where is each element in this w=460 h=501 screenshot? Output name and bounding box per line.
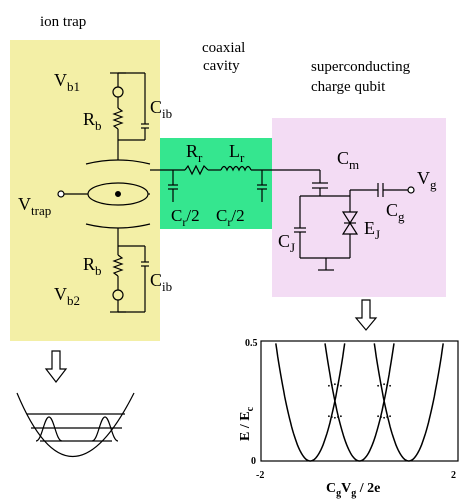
label-rr: Rr xyxy=(186,141,203,165)
y-tick-0.5: 0.5 xyxy=(245,338,258,349)
label-rb-top: Rb xyxy=(83,109,102,133)
parabola-series-2 xyxy=(324,343,395,462)
parabola-series-1 xyxy=(275,343,346,462)
label-cib-bottom: Cib xyxy=(150,270,172,294)
down-arrow-left-icon xyxy=(44,350,68,383)
anticrossing-dot xyxy=(389,415,391,418)
label-vg: Vg xyxy=(417,168,437,192)
anticrossing-dot xyxy=(386,416,388,418)
qubit-title-line2: charge qubit xyxy=(311,79,386,95)
x-tick-minus2: -2 xyxy=(256,470,264,481)
label-vtrap: Vtrap xyxy=(18,194,51,218)
energy-chart: 0.5 0 -2 2 E / Ec CgVg / 2e xyxy=(238,338,459,499)
anticrossing-dot xyxy=(377,415,379,418)
anticrossing-dot xyxy=(334,416,336,419)
x-tick-2: 2 xyxy=(451,470,456,481)
qubit-title-line1: superconducting xyxy=(311,59,411,75)
anticrossing-dot xyxy=(380,416,382,418)
chart-dots xyxy=(328,383,391,419)
resistor-rb-top-icon xyxy=(112,107,124,130)
anticrossing-dot xyxy=(380,384,382,386)
label-ej: EJ xyxy=(364,218,380,242)
label-cg: Cg xyxy=(386,200,405,224)
chart-frame xyxy=(260,340,459,462)
anticrossing-dot xyxy=(331,384,333,386)
label-cj: CJ xyxy=(278,231,295,255)
cavity-panel xyxy=(160,138,272,229)
wavepacket-left xyxy=(35,416,63,442)
anticrossing-dot xyxy=(386,384,388,386)
cavity-title: cavity xyxy=(203,58,240,74)
y-tick-0: 0 xyxy=(251,456,256,467)
anticrossing-dot xyxy=(328,415,330,418)
anticrossing-dot xyxy=(340,384,342,387)
wavepacket-right xyxy=(91,416,119,442)
label-vb1: Vb1 xyxy=(54,70,80,94)
anticrossing-dot xyxy=(337,416,339,418)
label-vb2: Vb2 xyxy=(54,284,80,308)
y-axis-label: E / Ec xyxy=(238,406,256,441)
label-cm: Cm xyxy=(337,148,359,172)
down-arrow-right-icon xyxy=(354,299,378,331)
ion-trap-panel xyxy=(10,40,160,341)
qubit-panel xyxy=(272,118,446,297)
vtrap-terminal-icon xyxy=(57,190,65,198)
ion-trap-circuit xyxy=(57,72,151,313)
ion-dot xyxy=(114,191,121,198)
label-cib-top: Cib xyxy=(150,97,172,121)
anticrossing-dot xyxy=(337,384,339,386)
coaxial-title: coaxial xyxy=(202,40,245,56)
inductor-lr-icon xyxy=(220,165,252,172)
anticrossing-dot xyxy=(383,416,385,419)
anticrossing-dot xyxy=(328,384,330,387)
anticrossing-dot xyxy=(377,384,379,387)
chart-curves xyxy=(275,343,444,462)
vg-terminal-icon xyxy=(407,186,415,194)
anticrossing-dot xyxy=(331,416,333,418)
anticrossing-dot xyxy=(340,415,342,418)
ion-trap-title: ion trap xyxy=(40,14,86,30)
label-rb-bottom: Rb xyxy=(83,254,102,278)
parabola-series-3 xyxy=(373,343,444,462)
label-cr2-right: Cr/2 xyxy=(216,206,245,229)
resistor-rb-bottom-icon xyxy=(112,254,124,277)
trap-potential-sketch xyxy=(16,392,135,458)
x-axis-label: CgVg / 2e xyxy=(326,481,380,499)
qubit-circuit xyxy=(294,170,415,271)
cavity-circuit xyxy=(150,164,320,202)
label-cr2-left: Cr/2 xyxy=(171,206,200,229)
resistor-rr-icon xyxy=(184,164,209,176)
label-lr: Lr xyxy=(229,141,245,165)
anticrossing-dot xyxy=(389,384,391,387)
anticrossing-dot xyxy=(383,383,385,386)
anticrossing-dot xyxy=(334,383,336,386)
